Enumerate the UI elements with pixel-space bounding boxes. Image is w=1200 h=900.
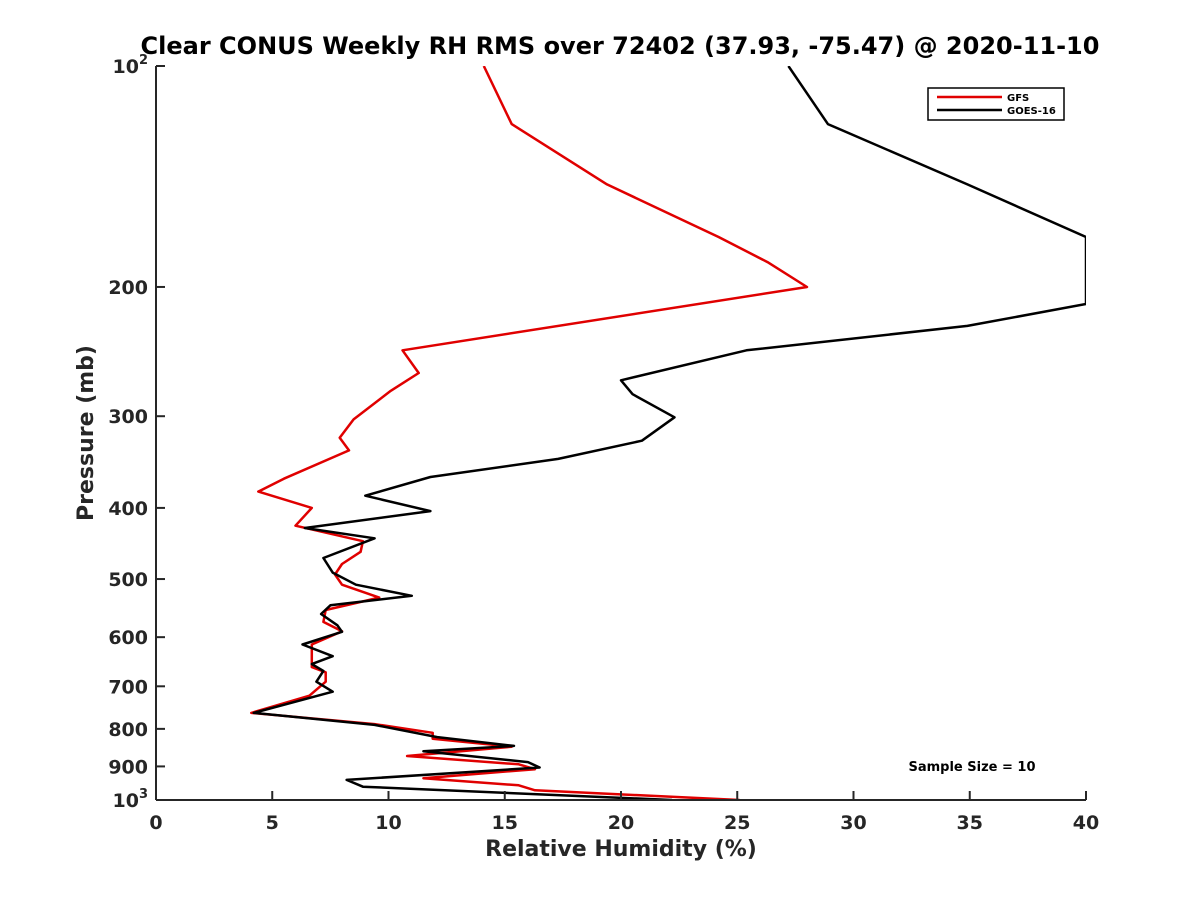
y-tick-label: 500 bbox=[108, 569, 148, 591]
x-tick-label: 10 bbox=[375, 812, 401, 834]
x-axis-label: Relative Humidity (%) bbox=[485, 837, 757, 862]
series-group bbox=[250, 66, 1086, 800]
legend-label-gfs: GFS bbox=[1007, 93, 1029, 104]
legend-box bbox=[927, 87, 1065, 121]
x-tick-label: 5 bbox=[266, 812, 279, 834]
y-axis-ticks: 200 300 400 500 600 700 800 900 102 103 bbox=[108, 53, 165, 812]
x-tick-label: 35 bbox=[957, 812, 983, 834]
x-tick-label: 30 bbox=[840, 812, 866, 834]
y-tick-label: 400 bbox=[108, 498, 148, 520]
sample-size-annotation: Sample Size = 10 bbox=[908, 760, 1035, 775]
y-axis-label: Pressure (mb) bbox=[74, 345, 99, 521]
y-tick-label: 600 bbox=[108, 627, 148, 649]
y-tick-label-power: 102 bbox=[113, 53, 149, 78]
series-line-goes16 bbox=[252, 66, 1086, 800]
x-tick-label: 25 bbox=[724, 812, 750, 834]
legend-label-goes16: GOES-16 bbox=[1007, 106, 1056, 117]
x-tick-label: 40 bbox=[1073, 812, 1099, 834]
y-tick-label: 200 bbox=[108, 277, 148, 299]
chart-title: Clear CONUS Weekly RH RMS over 72402 (37… bbox=[141, 32, 1100, 60]
y-tick-label: 800 bbox=[108, 719, 148, 741]
x-axis-ticks: 0 5 10 15 20 25 30 35 40 bbox=[149, 791, 1099, 834]
x-tick-label: 15 bbox=[492, 812, 518, 834]
x-tick-label: 0 bbox=[149, 812, 162, 834]
y-tick-label: 900 bbox=[108, 756, 148, 778]
y-tick-label-power: 103 bbox=[113, 787, 149, 812]
y-tick-label: 700 bbox=[108, 676, 148, 698]
x-tick-label: 20 bbox=[608, 812, 634, 834]
y-tick-label: 300 bbox=[108, 406, 148, 428]
legend: GFS GOES-16 bbox=[927, 87, 1065, 121]
